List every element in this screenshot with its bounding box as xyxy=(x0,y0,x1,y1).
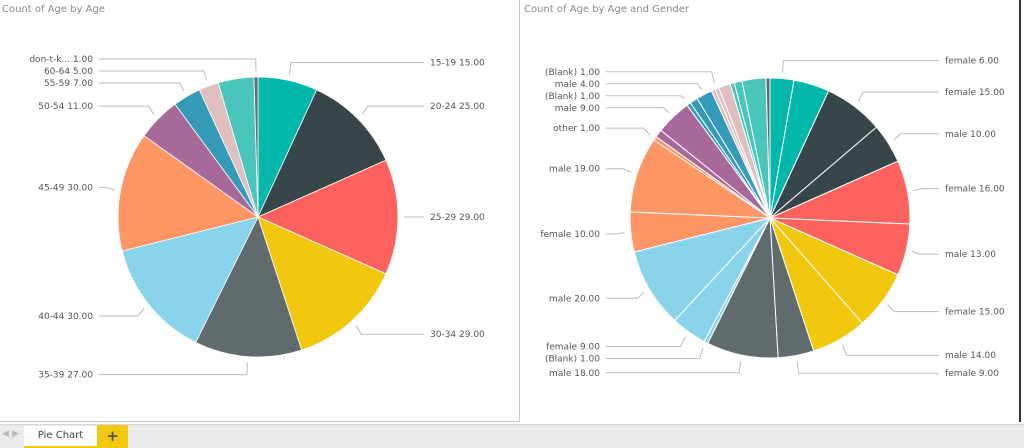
data-label: (Blank) 1.00 xyxy=(545,92,600,102)
tab-pie-chart[interactable]: Pie Chart xyxy=(24,426,97,448)
data-label: 15-19 15.00 xyxy=(430,59,485,69)
leader-line xyxy=(606,347,704,360)
leader-line xyxy=(606,360,742,374)
leader-line xyxy=(913,188,939,192)
leader-line xyxy=(606,83,702,90)
pie-slice[interactable] xyxy=(117,135,259,252)
data-label: male 18.00 xyxy=(549,369,600,379)
data-label: male 10.00 xyxy=(945,130,996,140)
data-label: 60-64 5.00 xyxy=(44,67,93,77)
leader-line xyxy=(887,304,939,313)
data-label: male 9.00 xyxy=(555,104,600,114)
leader-line xyxy=(606,107,670,113)
data-label: 35-39 27.00 xyxy=(38,371,93,381)
leader-line xyxy=(606,168,632,173)
data-label: 20-24 25.00 xyxy=(430,102,485,112)
pie-slice[interactable] xyxy=(257,89,387,218)
leader-line xyxy=(99,82,185,92)
pie-slice[interactable] xyxy=(257,216,387,351)
pie-slice[interactable] xyxy=(195,215,303,358)
data-label: female 15.00 xyxy=(945,88,1005,98)
leader-line xyxy=(99,187,115,191)
data-label: male 13.00 xyxy=(945,250,996,260)
pie-slice[interactable] xyxy=(121,216,259,343)
leader-line xyxy=(99,362,248,376)
data-label: 45-49 30.00 xyxy=(38,184,93,194)
leader-line xyxy=(606,71,716,84)
leader-line xyxy=(99,308,145,317)
data-label: don-t-k... 1.00 xyxy=(29,55,93,65)
data-label: 50-54 11.00 xyxy=(38,102,93,112)
leader-line xyxy=(606,232,625,235)
chart-title-age-gender: Count of Age by Age and Gender xyxy=(524,4,690,15)
data-label: female 10.00 xyxy=(540,230,600,240)
data-label: 30-34 29.00 xyxy=(430,330,485,340)
leader-line xyxy=(857,91,939,102)
pie-slice[interactable] xyxy=(765,77,771,219)
pie-slice[interactable] xyxy=(257,159,399,275)
data-label: female 16.00 xyxy=(945,185,1005,195)
chart-title-age: Count of Age by Age xyxy=(2,4,105,15)
leader-line xyxy=(796,361,939,374)
leader-line xyxy=(606,291,645,299)
leader-line xyxy=(288,62,424,75)
data-label: 55-59 7.00 xyxy=(44,79,93,89)
pie-slice[interactable] xyxy=(253,76,259,218)
leader-line xyxy=(99,58,257,72)
data-label: (Blank) 1.00 xyxy=(545,68,600,78)
leader-line xyxy=(99,105,155,115)
data-label: other 1.00 xyxy=(553,124,600,134)
data-label: 40-44 30.00 xyxy=(38,312,93,322)
visual-border xyxy=(0,421,519,422)
data-label: male 4.00 xyxy=(555,80,600,90)
data-label: male 19.00 xyxy=(549,165,600,175)
leader-line xyxy=(893,133,939,141)
data-label: 25-29 29.00 xyxy=(430,213,485,223)
prev-page-icon[interactable]: ◀ xyxy=(2,429,9,439)
page-tab-bar: ◀ ▶ Pie Chart + xyxy=(0,424,1024,448)
leader-line xyxy=(361,105,424,115)
data-label: female 9.00 xyxy=(546,343,600,353)
data-label: male 20.00 xyxy=(549,294,600,304)
visual-divider xyxy=(519,0,520,422)
leader-line xyxy=(606,336,686,348)
data-label: female 15.00 xyxy=(945,308,1005,318)
leader-line xyxy=(911,250,939,255)
pie-charts: 15-19 15.00 20-24 25.00 25-29 29.00 30-34 2… xyxy=(29,55,1005,381)
leader-line xyxy=(841,344,939,356)
leader-line xyxy=(606,95,686,100)
leader-line xyxy=(355,325,424,335)
leader-line xyxy=(606,127,651,136)
data-label: male 14.00 xyxy=(945,351,996,361)
data-label: female 6.00 xyxy=(945,57,999,67)
data-label: female 9.00 xyxy=(945,369,999,379)
next-page-icon[interactable]: ▶ xyxy=(12,429,19,439)
leader-line xyxy=(99,70,208,81)
data-label: (Blank) 1.00 xyxy=(545,355,600,365)
leader-line xyxy=(782,60,939,73)
add-page-button[interactable]: + xyxy=(97,425,128,448)
visual-edge xyxy=(1019,0,1021,422)
